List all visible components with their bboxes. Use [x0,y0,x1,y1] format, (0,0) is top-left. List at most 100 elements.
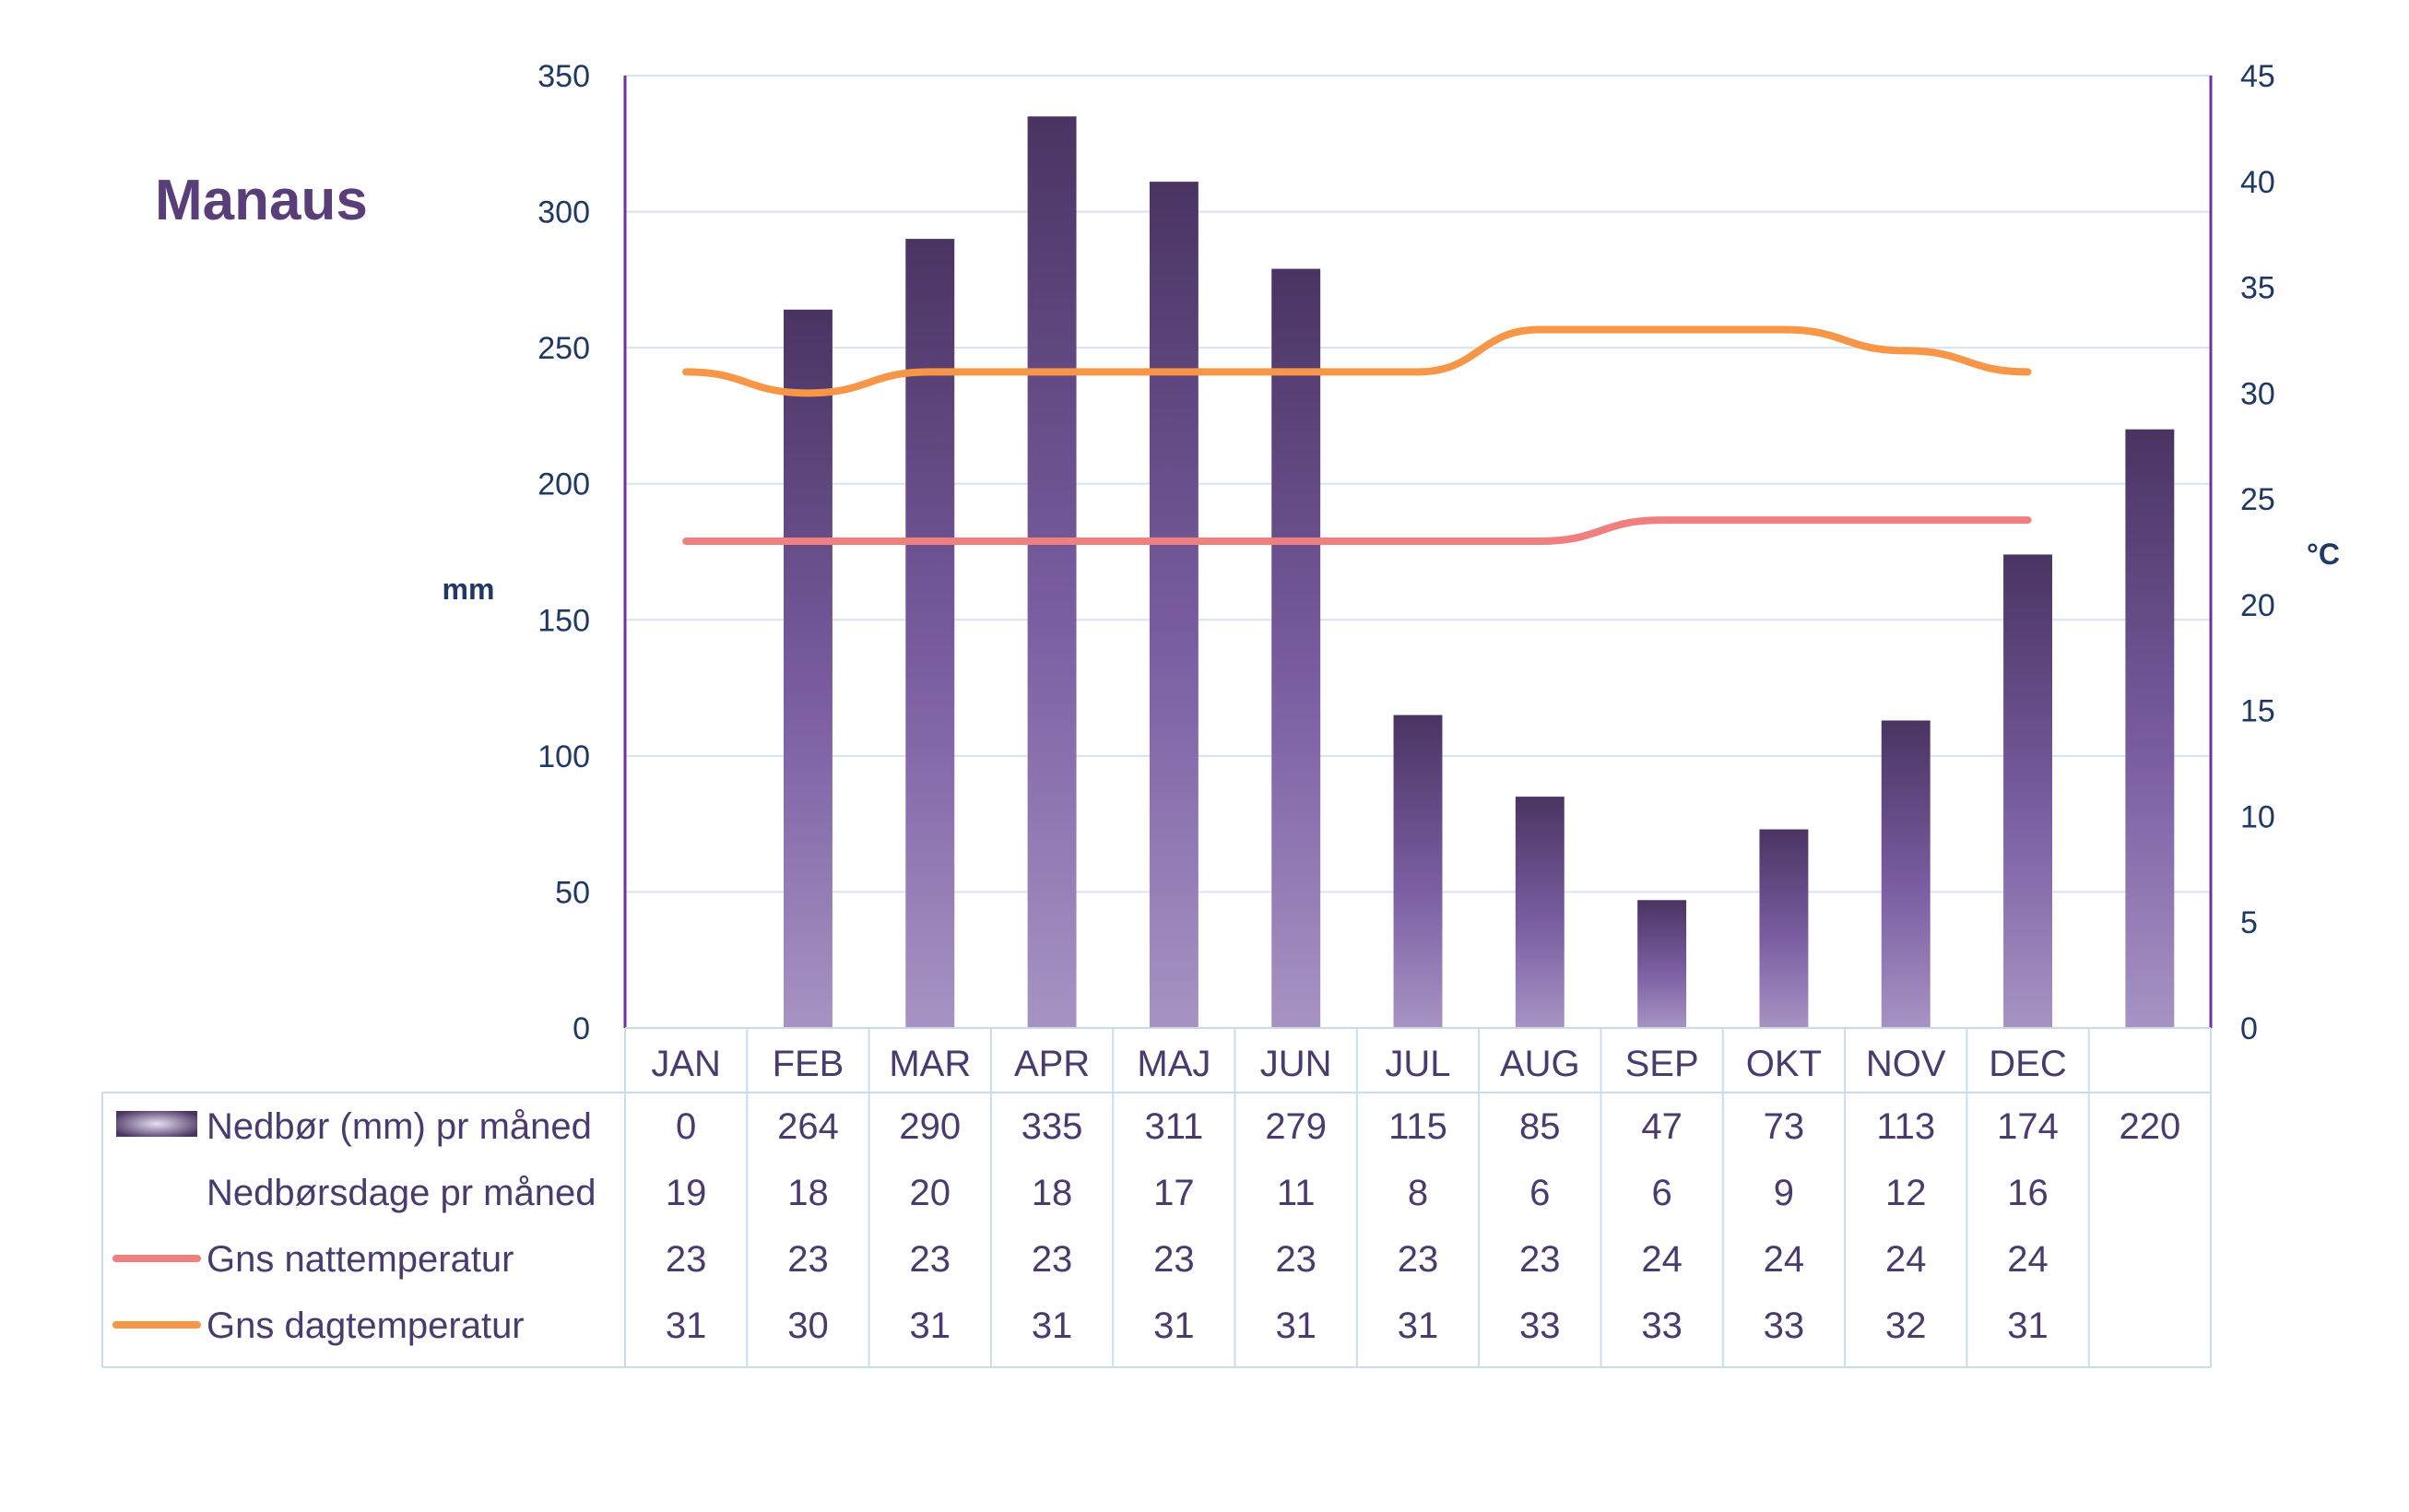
table-cell: 279 [1265,1106,1327,1147]
table-cell: 31 [910,1305,951,1346]
precip-bar [1271,268,1321,1029]
x-tick-label: APR [1014,1044,1090,1084]
table-cell: 23 [1519,1239,1561,1280]
y-right-tick-label: 45 [2240,59,2275,94]
table-cell: 32 [1885,1305,1927,1346]
table-cell: 0 [676,1106,696,1147]
table-cell: 311 [1144,1106,1203,1147]
y-axis-left-label: mm [443,573,495,606]
x-tick-label: DEC [1989,1044,2066,1084]
y-right-tick-label: 0 [2240,1011,2258,1046]
table-cell: 19 [666,1173,707,1213]
table-cell: 23 [1153,1239,1195,1280]
table-cell: 20 [910,1173,951,1213]
precip-bar [1515,797,1565,1028]
y-right-tick-label: 20 [2240,588,2275,623]
table-cell: 9 [1774,1173,1794,1213]
precip-bar [2003,554,2052,1028]
table-cell: 47 [1641,1106,1683,1147]
x-tick-label: MAJ [1137,1044,1210,1084]
y-left-tick-label: 200 [537,467,590,502]
y-right-tick-label: 30 [2240,376,2275,411]
table-cell: 290 [899,1106,961,1147]
table-cell: 18 [787,1173,829,1213]
precip-bar [905,239,955,1029]
table-cell: 11 [1277,1173,1316,1213]
row-label: Gns nattemperatur [207,1239,514,1280]
table-cell: 18 [1032,1173,1073,1213]
table-cell: 24 [2007,1239,2049,1280]
table-cell: 31 [1398,1305,1439,1346]
table-cell: 174 [1997,1106,2059,1147]
table-cell: 6 [1529,1173,1550,1213]
x-tick-label: JAN [651,1044,721,1084]
y-left-tick-label: 300 [537,195,590,230]
table-cell: 335 [1021,1106,1083,1147]
table-cell: 31 [1275,1305,1317,1346]
table-cell: 220 [2119,1106,2180,1147]
table-cell: 33 [1641,1305,1683,1346]
precip-bar [1149,182,1199,1028]
x-tick-label: FEB [773,1044,844,1084]
legend-swatch-precip [116,1111,197,1137]
table-cell: 33 [1519,1305,1561,1346]
y-right-tick-label: 10 [2240,799,2275,834]
table-cell: 12 [1885,1173,1927,1213]
table-cell: 23 [666,1239,707,1280]
table-cell: 23 [1275,1239,1317,1280]
table-cell: 17 [1153,1173,1195,1213]
y-right-tick-label: 15 [2240,694,2275,729]
y-left-tick-label: 50 [555,875,590,910]
precip-bar [1881,720,1931,1028]
table-cell: 23 [910,1239,951,1280]
row-label: Gns dagtemperatur [207,1305,525,1346]
y-right-tick-label: 40 [2240,165,2275,200]
y-left-tick-label: 100 [537,739,590,774]
table-cell: 8 [1408,1173,1428,1213]
y-right-tick-label: 35 [2240,271,2275,306]
y-axis-right-label: °C [2307,537,2340,571]
table-cell: 264 [777,1106,839,1147]
x-tick-label: JUN [1260,1044,1332,1084]
precip-bar [1759,829,1809,1028]
night-temp-line [682,516,2032,546]
x-tick-label: MAR [889,1044,971,1084]
precip-bar [784,309,833,1028]
table-cell: 113 [1876,1106,1935,1147]
x-tick-label: JUL [1385,1044,1450,1084]
row-label: Nedbørsdage pr måned [207,1173,596,1213]
precip-bar [1637,900,1687,1028]
y-left-tick-label: 250 [537,331,590,366]
table-cell: 31 [1032,1305,1073,1346]
table-cell: 30 [787,1305,829,1346]
table-cell: 23 [1398,1239,1439,1280]
y-left-tick-label: 0 [573,1011,590,1046]
precip-bar [1027,116,1077,1029]
table-cell: 24 [1764,1239,1805,1280]
y-left-tick-label: 350 [537,59,590,94]
x-tick-label: SEP [1625,1044,1699,1084]
table-cell: 23 [1032,1239,1073,1280]
precip-bar [1393,715,1443,1028]
table-cell: 31 [1153,1305,1195,1346]
table-cell: 73 [1764,1106,1805,1147]
row-label: Nedbør (mm) pr måned [207,1106,592,1147]
table-cell: 23 [787,1239,829,1280]
table-cell: 24 [1885,1239,1927,1280]
table-cell: 85 [1519,1106,1561,1147]
table-cell: 24 [1641,1239,1683,1280]
table-cell: 115 [1388,1106,1447,1147]
table-cell: 31 [666,1305,707,1346]
precip-bar [2125,429,2175,1029]
day-temp-line [682,325,2032,397]
y-left-tick-label: 150 [537,603,590,638]
y-right-tick-label: 5 [2240,905,2258,940]
table-cell: 33 [1764,1305,1805,1346]
x-tick-label: OKT [1746,1044,1822,1084]
chart-title: Manaus [155,169,368,232]
x-tick-label: AUG [1500,1044,1580,1084]
x-tick-label: NOV [1866,1044,1946,1084]
y-right-tick-label: 25 [2240,482,2275,517]
table-cell: 16 [2007,1173,2049,1213]
